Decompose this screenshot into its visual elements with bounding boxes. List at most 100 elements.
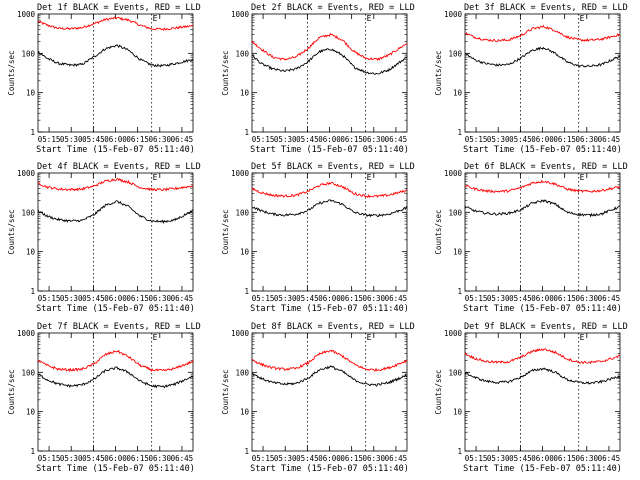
x-tick-label: 05:15: [38, 454, 61, 463]
x-tick-label: 06:15: [126, 454, 149, 463]
x-tick-label: 06:30: [575, 454, 598, 463]
series-line-events: [251, 365, 408, 387]
x-tick-label: 06:45: [598, 294, 621, 303]
plot-frame: [37, 332, 194, 452]
x-tick-label: 06:00: [318, 135, 341, 144]
x-tick-label: 06:00: [318, 294, 341, 303]
detector-panel: Det 7f BLACK = Events, RED = LLD 1 10 100 10…: [7, 322, 201, 474]
panel-title: Det 7f BLACK = Events, RED = LLD: [37, 322, 201, 332]
y-tick-label: 1000: [17, 169, 36, 178]
y-tick-label: 1000: [231, 10, 250, 19]
y-tick-label: 10: [240, 89, 250, 98]
panel-title: Det 5f BLACK = Events, RED = LLD: [251, 162, 415, 172]
x-tick-label: 06:00: [531, 135, 554, 144]
series-line-lld: [37, 178, 194, 192]
plot-frame: [37, 13, 194, 133]
series-line-lld: [251, 349, 408, 372]
x-tick-label: 06:30: [575, 294, 598, 303]
detector-panel: Det 8f BLACK = Events, RED = LLD 1 10 100 10…: [221, 322, 415, 474]
time-marker-label: E: [153, 173, 158, 182]
plot-frame: [251, 13, 408, 133]
x-tick-label: 06:15: [340, 454, 363, 463]
y-tick-label: 100: [448, 368, 462, 377]
y-tick-label: 1: [457, 128, 462, 137]
x-tick-label: 06:45: [171, 454, 194, 463]
x-axis-label: Start Time (15-Feb-07 05:11:40): [463, 145, 622, 155]
y-axis-label: Counts/sec: [7, 369, 16, 414]
x-tick-label: 05:15: [38, 294, 61, 303]
plot-frame: [37, 172, 194, 292]
x-tick-label: 06:45: [385, 135, 408, 144]
x-tick-label: 06:15: [340, 135, 363, 144]
panel-title: Det 3f BLACK = Events, RED = LLD: [464, 3, 628, 13]
x-tick-label: 06:30: [148, 135, 171, 144]
x-tick-label: 05:30: [274, 294, 297, 303]
x-tick-label: 05:30: [487, 454, 510, 463]
y-tick-label: 100: [448, 49, 462, 58]
y-tick-label: 1000: [444, 169, 463, 178]
x-tick-label: 06:45: [171, 294, 194, 303]
plot-frame: [251, 172, 408, 292]
x-tick-label: 05:45: [509, 294, 532, 303]
x-tick-label: 06:15: [553, 294, 576, 303]
x-axis-label: Start Time (15-Feb-07 05:11:40): [463, 304, 622, 314]
x-tick-label: 05:30: [487, 294, 510, 303]
y-tick-label: 1: [244, 128, 249, 137]
panel-title: Det 2f BLACK = Events, RED = LLD: [251, 3, 415, 13]
y-tick-label: 1000: [17, 10, 36, 19]
x-tick-label: 05:45: [509, 454, 532, 463]
x-tick-label: 05:15: [252, 454, 275, 463]
x-tick-label: 05:30: [274, 454, 297, 463]
x-tick-label: 06:00: [104, 135, 127, 144]
x-tick-label: 05:30: [60, 454, 83, 463]
series-line-events: [251, 48, 408, 75]
x-tick-label: 05:30: [60, 294, 83, 303]
y-tick-label: 1: [457, 287, 462, 296]
x-tick-label: 06:45: [598, 454, 621, 463]
x-tick-label: 05:45: [296, 294, 319, 303]
x-tick-label: 06:45: [385, 294, 408, 303]
y-tick-label: 1000: [444, 329, 463, 338]
x-tick-label: 06:30: [148, 454, 171, 463]
x-tick-label: 06:15: [553, 135, 576, 144]
series-line-events: [464, 367, 621, 385]
y-tick-label: 100: [235, 368, 249, 377]
y-tick-label: 1000: [444, 10, 463, 19]
y-axis-label: Counts/sec: [434, 209, 443, 254]
series-line-lld: [251, 181, 408, 199]
x-tick-label: 05:15: [38, 135, 61, 144]
y-axis-label: Counts/sec: [434, 50, 443, 95]
series-line-events: [37, 366, 194, 389]
time-marker-label: E: [153, 14, 158, 23]
y-axis-label: Counts/sec: [221, 209, 230, 254]
x-tick-label: 05:45: [296, 135, 319, 144]
x-tick-label: 06:30: [575, 135, 598, 144]
y-tick-label: 1: [244, 287, 249, 296]
y-tick-label: 100: [21, 208, 35, 217]
detector-panel: Det 6f BLACK = Events, RED = LLD 1 10 100 10…: [434, 162, 628, 314]
x-tick-label: 06:00: [104, 454, 127, 463]
y-tick-label: 1: [244, 447, 249, 456]
y-axis-label: Counts/sec: [221, 50, 230, 95]
x-axis-label: Start Time (15-Feb-07 05:11:40): [36, 464, 195, 474]
y-tick-label: 10: [453, 89, 463, 98]
y-tick-label: 10: [453, 248, 463, 257]
y-tick-label: 1000: [231, 329, 250, 338]
x-tick-label: 05:15: [465, 294, 488, 303]
time-marker-label: E: [580, 14, 585, 23]
x-tick-label: 06:30: [148, 294, 171, 303]
x-tick-label: 05:45: [82, 135, 105, 144]
y-tick-label: 10: [26, 248, 36, 257]
plot-frame: [464, 13, 621, 133]
x-tick-label: 06:00: [318, 454, 341, 463]
time-marker-label: E: [367, 333, 372, 342]
y-tick-label: 100: [235, 49, 249, 58]
series-line-lld: [464, 179, 621, 194]
x-tick-label: 06:15: [553, 454, 576, 463]
x-tick-label: 06:30: [362, 454, 385, 463]
x-tick-label: 05:30: [487, 135, 510, 144]
plot-frame: [464, 332, 621, 452]
series-line-events: [464, 199, 621, 218]
panel-title: Det 9f BLACK = Events, RED = LLD: [464, 322, 628, 332]
y-tick-label: 100: [235, 208, 249, 217]
